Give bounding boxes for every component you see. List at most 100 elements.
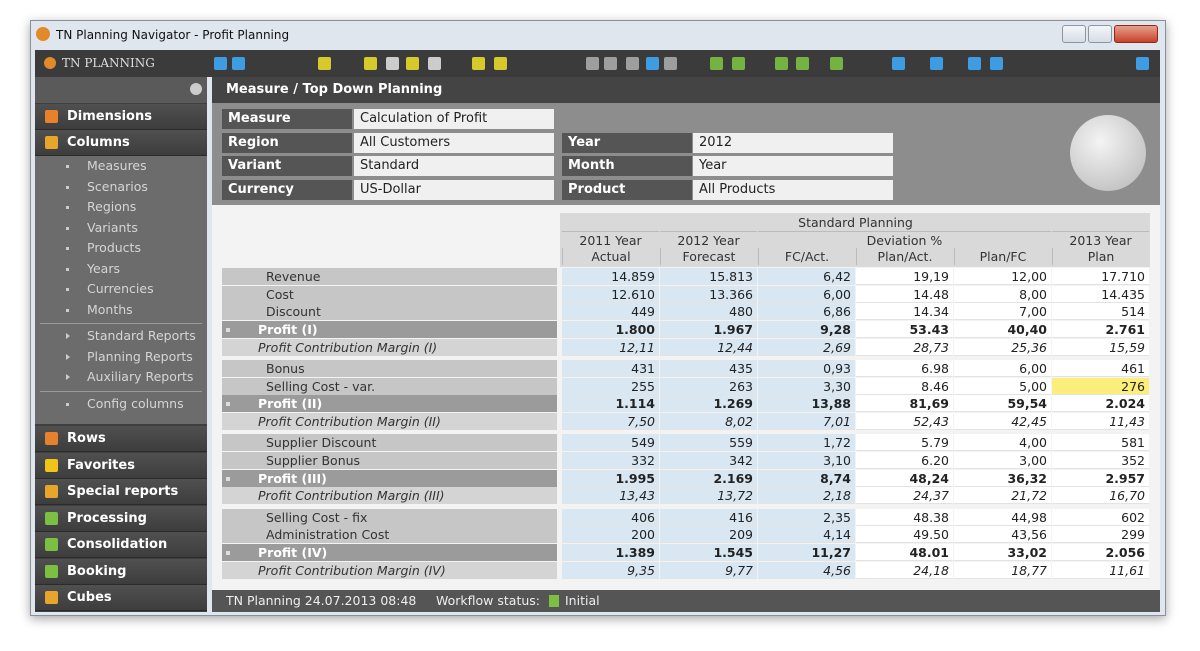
sidebar-section[interactable]: Favorites — [35, 452, 207, 479]
table-cell[interactable]: 42,45 — [954, 413, 1051, 431]
submenu-item[interactable]: Years — [87, 260, 120, 276]
submenu-item[interactable]: Standard Reports — [87, 328, 196, 343]
filter-value[interactable]: All Products — [693, 180, 893, 200]
table-cell[interactable]: 209 — [660, 526, 757, 544]
table-cell[interactable]: 7,01 — [758, 413, 855, 431]
table-cell[interactable]: 6.98 — [856, 360, 953, 377]
table-cell[interactable]: 416 — [660, 508, 757, 526]
table-cell[interactable]: 8.46 — [856, 377, 953, 395]
table-cell[interactable]: 52,43 — [856, 413, 953, 431]
row-expander[interactable] — [226, 328, 230, 333]
table-cell[interactable]: 1.114 — [562, 395, 659, 413]
toolbar-button[interactable] — [364, 57, 377, 70]
toolbar-button[interactable] — [796, 57, 809, 70]
table-cell[interactable]: 4,56 — [758, 561, 855, 579]
table-cell[interactable]: 2.056 — [1052, 544, 1149, 561]
table-cell[interactable]: 14.48 — [856, 285, 953, 303]
table-cell[interactable]: 2,35 — [758, 508, 855, 526]
toolbar-button[interactable] — [318, 57, 331, 70]
table-cell[interactable]: 0,93 — [758, 360, 855, 377]
table-cell[interactable]: 6,42 — [758, 268, 855, 285]
table-cell[interactable]: 332 — [562, 452, 659, 469]
filter-value[interactable]: US-Dollar — [354, 180, 554, 200]
table-cell[interactable]: 200 — [562, 526, 659, 544]
sidebar-section[interactable]: Dimensions — [35, 104, 207, 130]
table-cell[interactable]: 2.761 — [1052, 321, 1149, 339]
table-cell[interactable]: 559 — [660, 434, 757, 452]
sidebar-section[interactable]: Rows — [35, 426, 207, 452]
submenu-item[interactable]: Config columns — [87, 395, 184, 411]
table-cell[interactable]: 449 — [562, 303, 659, 321]
table-cell[interactable]: 17.710 — [1052, 268, 1149, 285]
toolbar-button[interactable] — [494, 57, 507, 70]
submenu-item[interactable]: Scenarios — [87, 178, 148, 194]
table-cell[interactable]: 49.50 — [856, 526, 953, 544]
table-cell[interactable]: 581 — [1052, 434, 1149, 452]
table-cell[interactable]: 8,02 — [660, 413, 757, 431]
table-cell[interactable]: 12,44 — [660, 338, 757, 356]
table-cell[interactable]: 25,36 — [954, 338, 1051, 356]
table-cell[interactable]: 461 — [1052, 360, 1149, 377]
toolbar-button[interactable] — [406, 57, 419, 70]
submenu-item[interactable]: Currencies — [87, 281, 154, 296]
table-cell[interactable]: 4,00 — [954, 434, 1051, 452]
table-cell[interactable]: 13.366 — [660, 285, 757, 303]
filter-value[interactable]: All Customers — [354, 133, 554, 153]
table-cell[interactable]: 1.995 — [562, 469, 659, 487]
table-cell[interactable]: 1.800 — [562, 321, 659, 339]
table-cell[interactable]: 4,14 — [758, 526, 855, 544]
toolbar-button[interactable] — [775, 57, 788, 70]
table-cell[interactable]: 6,86 — [758, 303, 855, 321]
table-cell[interactable]: 48.01 — [856, 544, 953, 561]
row-expander[interactable] — [226, 476, 230, 481]
table-cell[interactable]: 18,77 — [954, 561, 1051, 579]
table-cell[interactable]: 1.389 — [562, 544, 659, 561]
minimize-button[interactable] — [1062, 25, 1086, 43]
app-menu[interactable]: TN PLANNING — [62, 56, 155, 70]
sidebar-section[interactable]: Processing — [35, 505, 207, 532]
table-cell[interactable]: 2,18 — [758, 487, 855, 505]
table-cell[interactable]: 406 — [562, 508, 659, 526]
table-cell[interactable]: 3,10 — [758, 452, 855, 469]
toolbar-button[interactable] — [732, 57, 745, 70]
toolbar-button[interactable] — [386, 57, 399, 70]
table-cell[interactable]: 5,00 — [954, 377, 1051, 395]
table-cell[interactable]: 1.269 — [660, 395, 757, 413]
toolbar-button[interactable] — [428, 57, 441, 70]
table-cell[interactable]: 5.79 — [856, 434, 953, 452]
toolbar-button[interactable] — [968, 57, 981, 70]
toolbar-button[interactable] — [604, 57, 617, 70]
table-cell[interactable]: 15.813 — [660, 268, 757, 285]
table-cell[interactable]: 14.435 — [1052, 285, 1149, 303]
table-cell[interactable]: 40,40 — [954, 321, 1051, 339]
sidebar-section[interactable]: Cubes — [35, 585, 207, 611]
table-cell[interactable]: 602 — [1052, 508, 1149, 526]
table-cell[interactable]: 2,69 — [758, 338, 855, 356]
table-cell[interactable]: 36,32 — [954, 469, 1051, 487]
toolbar-button[interactable] — [664, 57, 677, 70]
row-expander[interactable] — [226, 402, 230, 407]
submenu-item[interactable]: Variants — [87, 219, 138, 235]
table-cell[interactable]: 48,24 — [856, 469, 953, 487]
toolbar-button[interactable] — [586, 57, 599, 70]
table-cell[interactable]: 9,28 — [758, 321, 855, 339]
table-cell[interactable]: 7,00 — [954, 303, 1051, 321]
sidebar-section[interactable]: Consolidation — [35, 532, 207, 558]
table-cell[interactable]: 11,61 — [1052, 561, 1149, 579]
table-cell[interactable]: 11,43 — [1052, 413, 1149, 431]
table-cell[interactable]: 1.545 — [660, 544, 757, 561]
sidebar-section[interactable]: Special reports — [35, 479, 207, 505]
table-cell[interactable]: 480 — [660, 303, 757, 321]
table-cell[interactable]: 431 — [562, 360, 659, 377]
submenu-item[interactable]: Planning Reports — [87, 348, 193, 364]
table-cell[interactable]: 12,11 — [562, 338, 659, 356]
table-cell[interactable]: 14.34 — [856, 303, 953, 321]
table-cell[interactable]: 3,30 — [758, 377, 855, 395]
table-cell[interactable]: 13,72 — [660, 487, 757, 505]
row-expander[interactable] — [226, 551, 230, 555]
table-cell[interactable]: 7,50 — [562, 413, 659, 431]
toolbar-button[interactable] — [830, 57, 843, 70]
filter-value[interactable]: Calculation of Profit — [354, 109, 554, 129]
table-cell[interactable]: 19,19 — [856, 268, 953, 285]
toolbar-button[interactable] — [214, 57, 227, 70]
